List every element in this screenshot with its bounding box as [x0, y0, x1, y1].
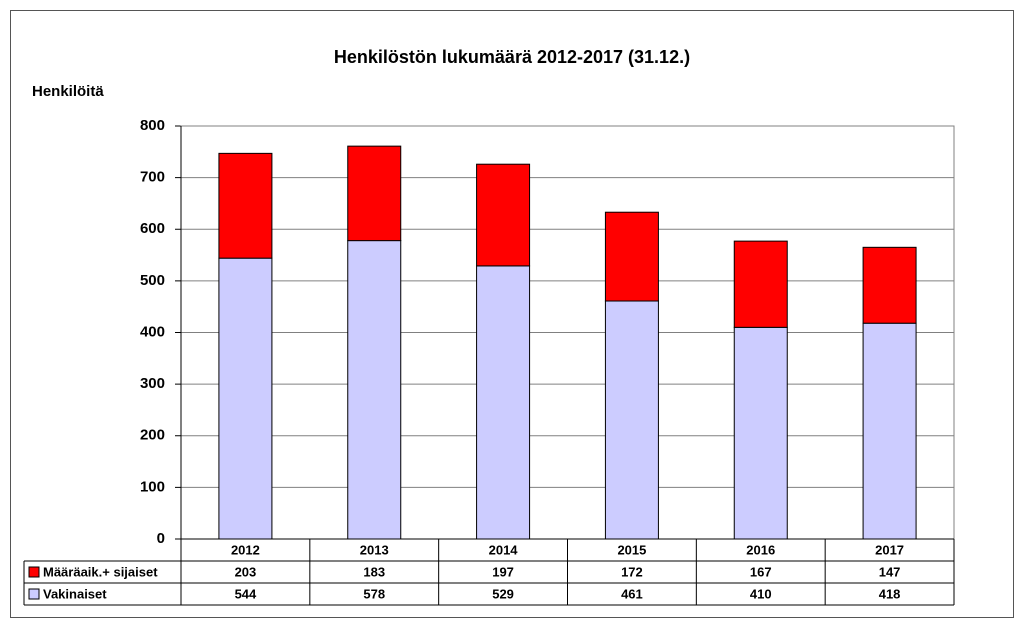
- y-tick-label: 400: [140, 323, 165, 340]
- bar-segment: [733, 326, 788, 540]
- y-tick-label: 600: [140, 220, 165, 237]
- bar-segment: [604, 211, 659, 302]
- x-tick-label: 2016: [746, 542, 775, 557]
- table-value: 183: [363, 564, 385, 579]
- table-value: 410: [750, 586, 772, 601]
- bar-segment: [862, 246, 917, 324]
- y-axis-label: Henkilöitä: [32, 83, 104, 100]
- x-tick-label: 2014: [489, 542, 519, 557]
- legend-label: Vakinaiset: [43, 586, 107, 601]
- chart-title: Henkilöstön lukumäärä 2012-2017 (31.12.): [334, 47, 690, 67]
- table-value: 172: [621, 564, 643, 579]
- bar-segment: [218, 152, 273, 259]
- bar-segment: [476, 163, 531, 267]
- table-value: 167: [750, 564, 772, 579]
- table-value: 578: [363, 586, 385, 601]
- x-tick-label: 2013: [360, 542, 389, 557]
- y-tick-label: 0: [157, 530, 165, 547]
- bar-segment: [218, 257, 273, 540]
- y-tick-label: 700: [140, 169, 165, 186]
- x-tick-label: 2015: [617, 542, 646, 557]
- table-value: 147: [879, 564, 901, 579]
- legend-key: [28, 566, 40, 578]
- legend-key: [28, 588, 40, 600]
- table-value: 461: [621, 586, 643, 601]
- table-value: 197: [492, 564, 514, 579]
- y-tick-label: 200: [140, 427, 165, 444]
- table-value: 203: [235, 564, 257, 579]
- legend-label: Määräaik.+ sijaiset: [43, 564, 158, 579]
- bar-segment: [347, 240, 402, 540]
- x-tick-label: 2017: [875, 542, 904, 557]
- bar-segment: [476, 265, 531, 540]
- bar-segment: [347, 145, 402, 242]
- table-value: 418: [879, 586, 901, 601]
- y-tick-label: 800: [140, 117, 165, 134]
- y-tick-label: 100: [140, 478, 165, 495]
- x-tick-label: 2012: [231, 542, 260, 557]
- bar-segment: [862, 322, 917, 540]
- y-tick-label: 500: [140, 272, 165, 289]
- table-value: 529: [492, 586, 514, 601]
- frame: [10, 10, 1014, 618]
- y-tick-label: 300: [140, 375, 165, 392]
- bar-segment: [604, 300, 659, 540]
- table-value: 544: [235, 586, 257, 601]
- bar-segment: [733, 240, 788, 328]
